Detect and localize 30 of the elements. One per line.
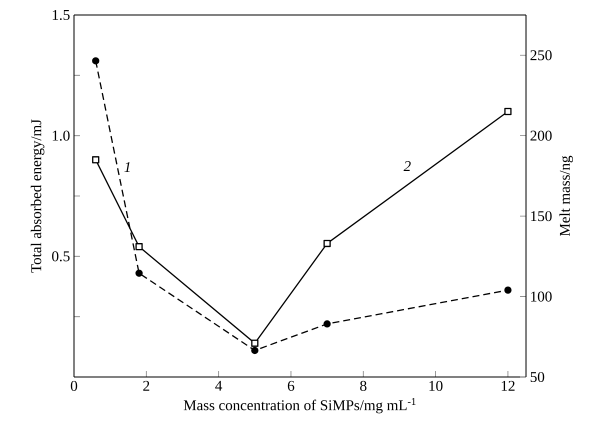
point	[251, 346, 258, 354]
y2-tick-label: 150	[531, 211, 552, 222]
point	[92, 156, 100, 164]
point	[504, 108, 512, 116]
point	[135, 270, 143, 277]
y2-tick-label: 200	[530, 130, 552, 141]
y-tick-label: 0.5	[52, 251, 70, 262]
series-label: 2	[404, 161, 411, 172]
x-tick-label: 0	[70, 380, 78, 391]
point	[323, 240, 331, 248]
y-axis-title: Total absorbed energy/mJ	[30, 119, 44, 273]
x-axis-title: Mass concentration of SiMPs/mg mL$^{-1}$	[184, 398, 416, 414]
point	[323, 320, 331, 328]
x-tick-label: 10	[429, 380, 443, 391]
point	[135, 243, 143, 250]
y-tick-label: 1.5	[52, 10, 70, 20]
x-tick-label: 2	[143, 380, 150, 391]
x-tick-label: 6	[288, 380, 294, 391]
y2-tick-label: 250	[530, 50, 552, 60]
y2-axis-title: Melt mass/ng	[559, 156, 573, 236]
point	[92, 57, 100, 64]
y2-tick-label: 50	[530, 372, 544, 382]
x-tick-label: 4	[215, 380, 222, 391]
y-tick-label: 1.0	[52, 130, 70, 141]
y2-tick-label: 100	[531, 292, 552, 302]
point	[251, 340, 258, 347]
x-tick-label: 12	[502, 380, 515, 391]
series-label: 1	[124, 162, 130, 172]
x-tick-label: 8	[360, 380, 366, 391]
point	[504, 286, 512, 294]
